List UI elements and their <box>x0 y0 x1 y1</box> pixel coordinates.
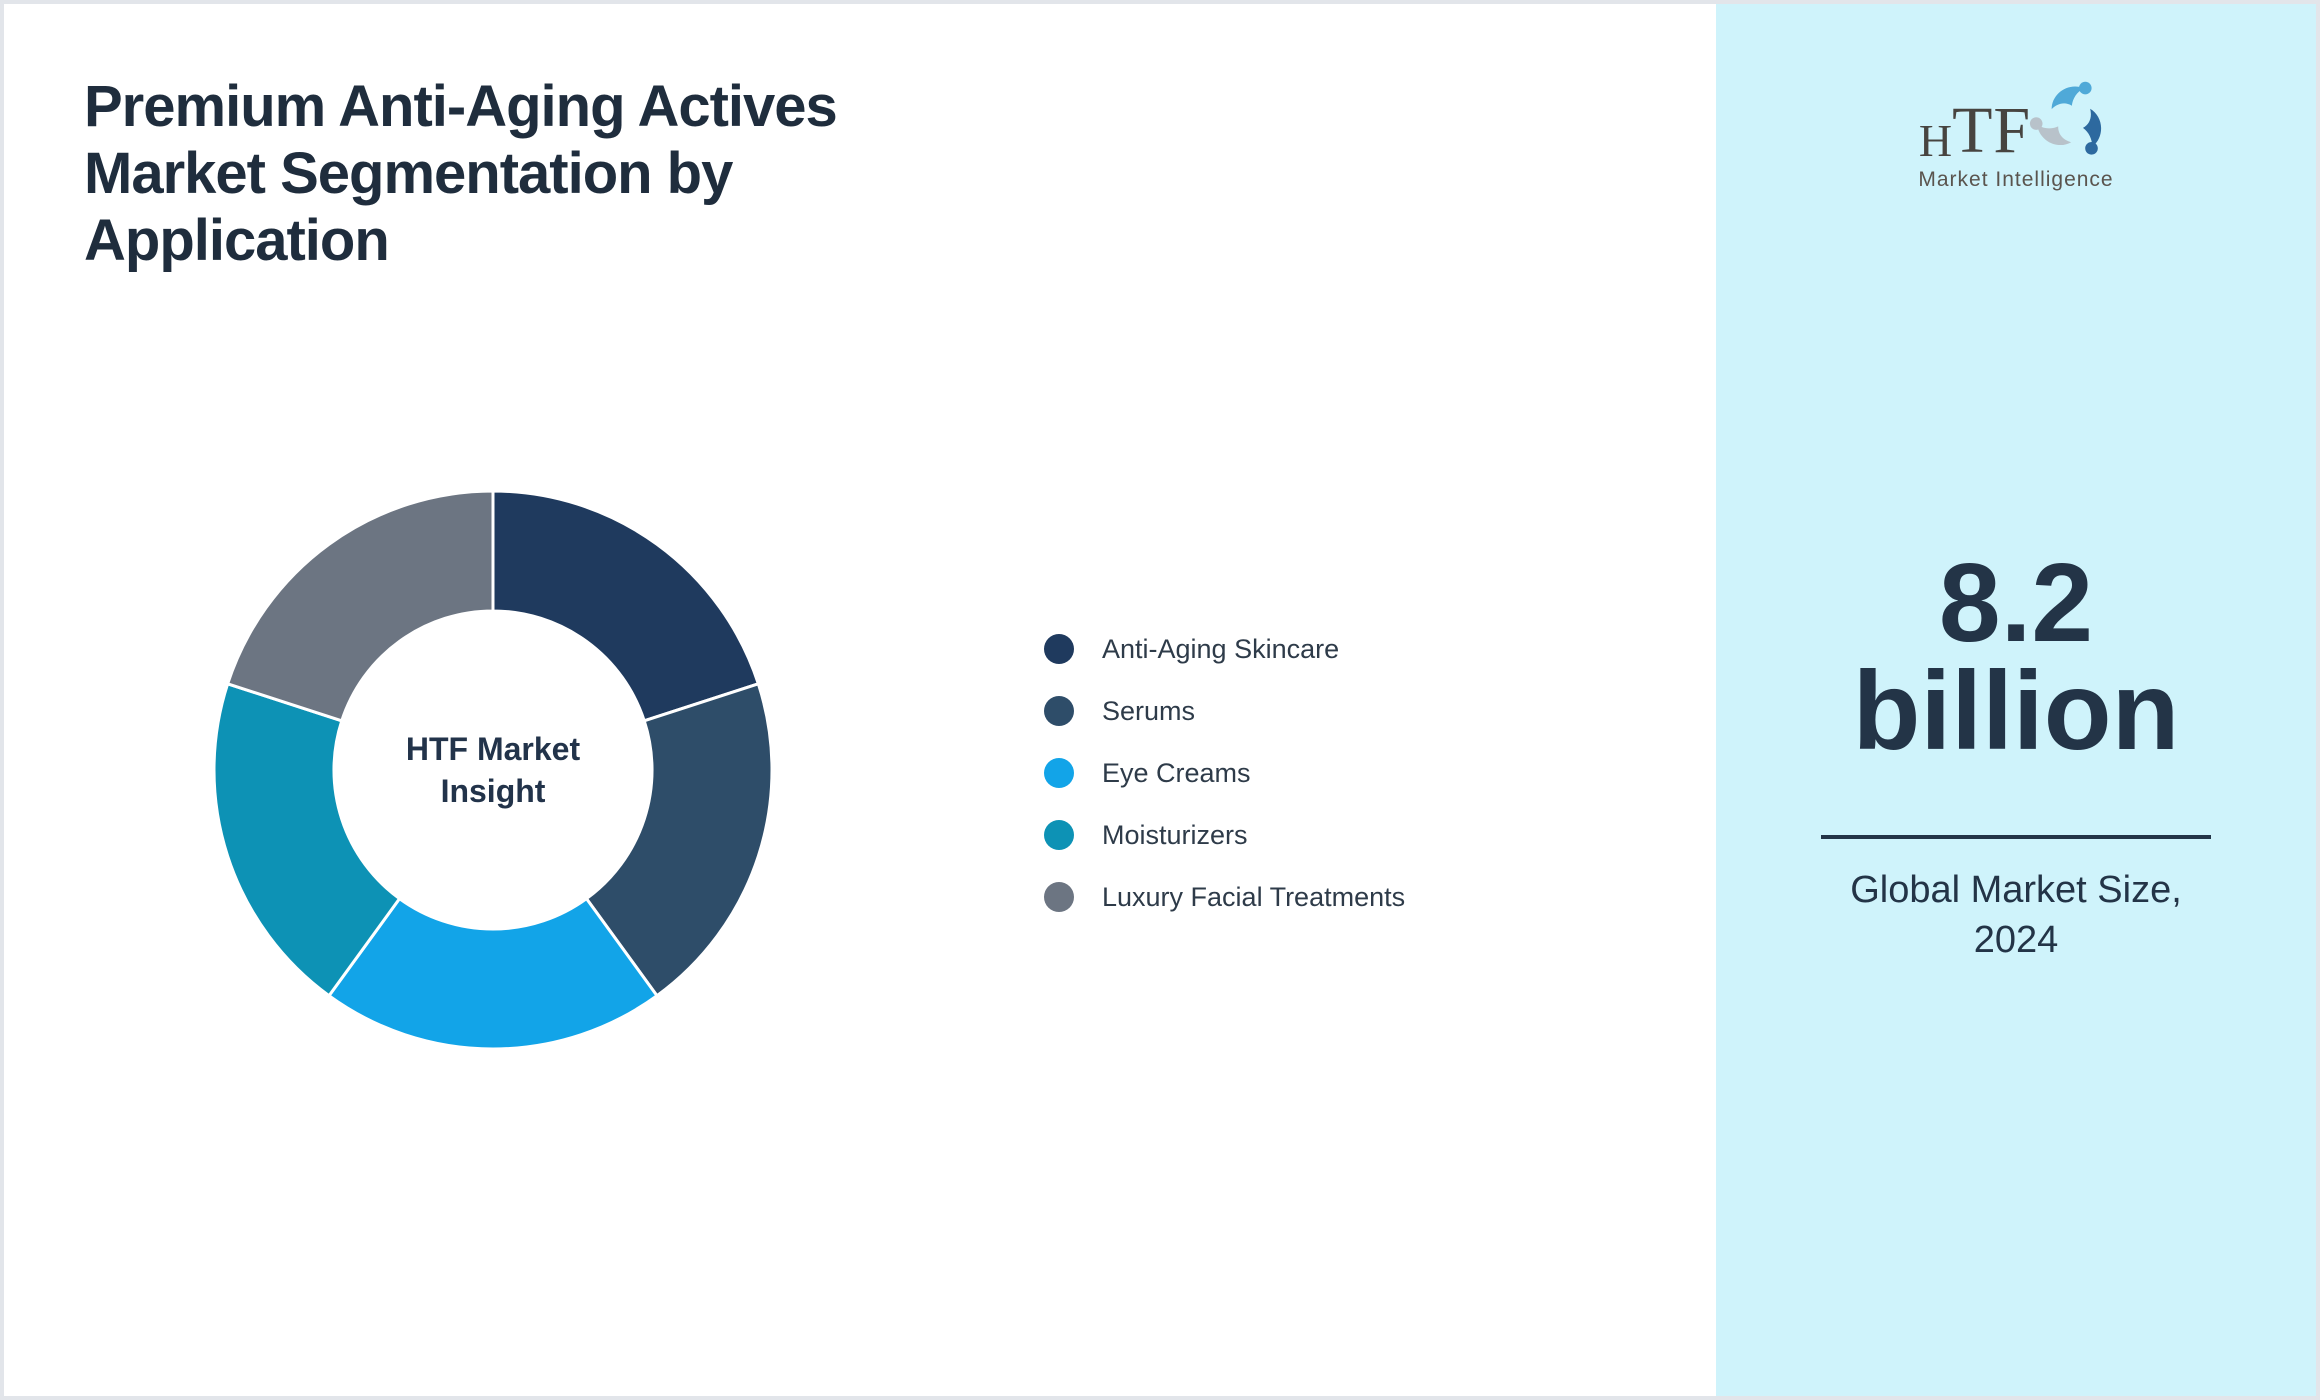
donut-segment-3 <box>212 682 402 998</box>
legend-swatch-icon <box>1044 696 1074 726</box>
divider-line <box>1821 835 2211 839</box>
htf-logo-letter-h: H <box>1918 115 1953 166</box>
market-size-value: 8.2 <box>1938 541 2094 665</box>
donut-segment-1 <box>584 682 774 998</box>
donut-chart-svg <box>212 489 774 1051</box>
legend-label: Luxury Facial Treatments <box>1102 881 1406 912</box>
logo-figure-lightblue <box>2051 81 2092 110</box>
donut-segment-4 <box>226 489 495 723</box>
page-title-line-1: Premium Anti-Aging Actives <box>84 73 838 139</box>
logo-figure-gray <box>2030 117 2072 146</box>
logo-figure-darkblue <box>2083 108 2102 155</box>
donut-chart: HTF Market Insight <box>208 485 778 1055</box>
market-size-block: 8.2 billion Global Market Size, 2024 <box>1716 541 2316 965</box>
market-size-panel: H TF Market Intelligence <box>1716 4 2316 1396</box>
htf-logo: H TF Market Intelligence <box>1716 78 2316 192</box>
page-title-line-2: Market Segmentation by <box>84 140 733 206</box>
donut-segment-0 <box>491 489 760 723</box>
legend-item: Luxury Facial Treatments <box>1044 882 1405 912</box>
legend-label: Serums <box>1102 695 1196 726</box>
htf-logo-subtitle: Market Intelligence <box>1918 168 2114 191</box>
legend-label: Moisturizers <box>1102 819 1248 850</box>
legend-swatch-icon <box>1044 882 1074 912</box>
legend-label: Anti-Aging Skincare <box>1102 633 1340 664</box>
legend-item: Serums <box>1044 696 1405 726</box>
market-size-unit: billion <box>1852 649 2180 773</box>
legend-item: Moisturizers <box>1044 820 1405 850</box>
legend-label: Eye Creams <box>1102 757 1251 788</box>
htf-logo-letters-tf: TF <box>1952 94 2032 167</box>
page-title-line-3: Application <box>84 207 390 273</box>
legend-swatch-icon <box>1044 634 1074 664</box>
legend-swatch-icon <box>1044 820 1074 850</box>
htf-logo-row: H TF <box>1919 78 2113 164</box>
chart-legend: Anti-Aging Skincare Serums Eye Creams Moist… <box>1044 634 1405 912</box>
page-title: Premium Anti-Aging Actives Market Segmen… <box>84 73 838 274</box>
legend-swatch-icon <box>1044 758 1074 788</box>
htf-logo-mark-icon <box>2030 81 2102 155</box>
donut-segment-2 <box>327 897 659 1051</box>
legend-item: Eye Creams <box>1044 758 1405 788</box>
market-size-caption: Global Market Size, 2024 <box>1850 869 2182 961</box>
legend-item: Anti-Aging Skincare <box>1044 634 1405 664</box>
